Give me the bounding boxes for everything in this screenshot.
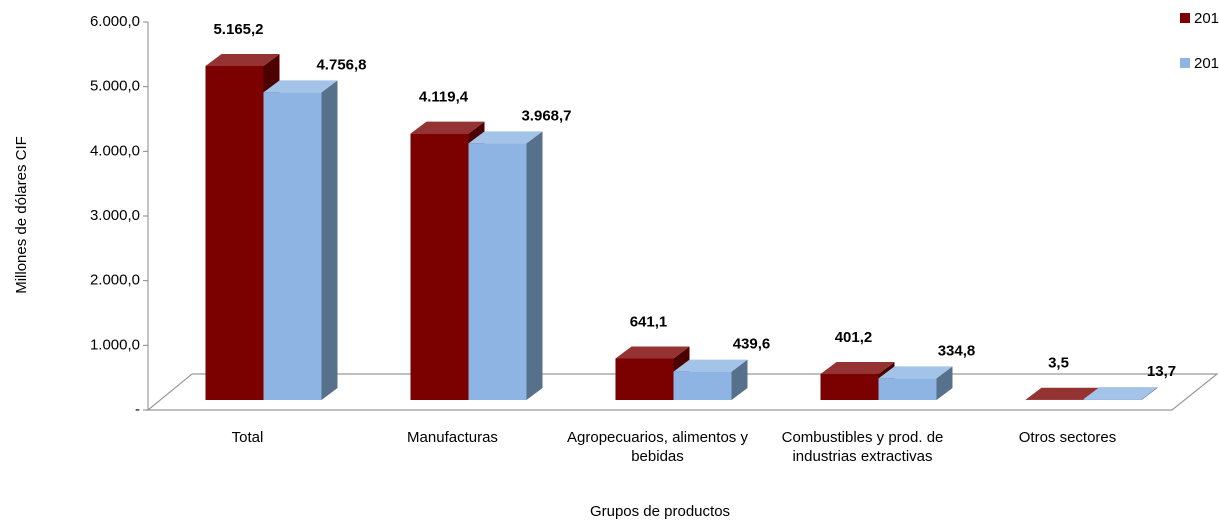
bar-front: [615, 358, 674, 400]
bar-front: [673, 371, 732, 400]
bar-side: [1141, 387, 1158, 400]
x-tick-label: Otros sectores: [1018, 429, 1117, 446]
bar-front: [878, 378, 937, 400]
x-tick-label: Agropecuarios, alimentos y bebidas: [567, 429, 748, 465]
y-tick-label: 3.000,0: [90, 207, 140, 224]
bar-top: [1025, 387, 1100, 400]
x-tick-label: Combustibles y prod. de industrias extra…: [781, 429, 944, 465]
data-label: 3.968,7: [521, 107, 571, 124]
y-tick-label: 4.000,0: [90, 142, 140, 159]
bar-side: [731, 359, 748, 400]
legend-swatch: [1180, 13, 1190, 23]
data-label: 5.165,2: [213, 21, 263, 38]
bar-top: [820, 362, 895, 375]
y-tick-label: 2.000,0: [90, 272, 140, 289]
bar-front: [468, 143, 527, 400]
bar-top: [205, 53, 280, 66]
bar-top: [673, 359, 748, 372]
x-axis-title: Grupos de productos: [590, 503, 730, 520]
legend-label: 2011: [1194, 55, 1219, 72]
x-tick-label: Total: [231, 429, 264, 446]
bar-front: [1083, 399, 1142, 400]
bar-front: [263, 92, 322, 400]
bar-front: [820, 374, 879, 400]
bar-front: [410, 133, 469, 401]
data-label: 334,8: [938, 342, 976, 359]
data-label: 439,6: [733, 336, 771, 353]
legend-swatch: [1180, 58, 1190, 68]
bar: [468, 131, 543, 400]
bar-top: [468, 131, 543, 144]
y-tick-label: 5.000,0: [90, 78, 140, 95]
data-label: 13,7: [1147, 363, 1176, 380]
y-tick-label: 1.000,0: [90, 336, 140, 353]
y-axis-title: Millones de dólares CIF: [13, 136, 30, 294]
y-tick-label: -: [135, 401, 140, 418]
bar-side: [936, 366, 953, 400]
bar-front: [205, 65, 264, 400]
data-label: 641,1: [630, 314, 668, 331]
data-label: 4.756,8: [316, 56, 366, 73]
data-label: 3,5: [1048, 355, 1069, 372]
bar-top: [615, 346, 690, 359]
bar-top: [410, 121, 485, 134]
bar: [673, 359, 748, 400]
bar: [263, 80, 338, 400]
bar-top: [878, 366, 953, 379]
bar: [1083, 387, 1158, 400]
bar-top: [263, 80, 338, 93]
y-tick-label: 6.000,0: [90, 13, 140, 30]
data-label: 401,2: [835, 329, 873, 346]
bar: [878, 366, 953, 400]
data-label: 4.119,4: [419, 89, 469, 106]
bar-side: [526, 131, 543, 400]
x-tick-label: Manufacturas: [407, 429, 498, 446]
bar-side: [321, 80, 338, 400]
bar-top: [1083, 387, 1158, 400]
